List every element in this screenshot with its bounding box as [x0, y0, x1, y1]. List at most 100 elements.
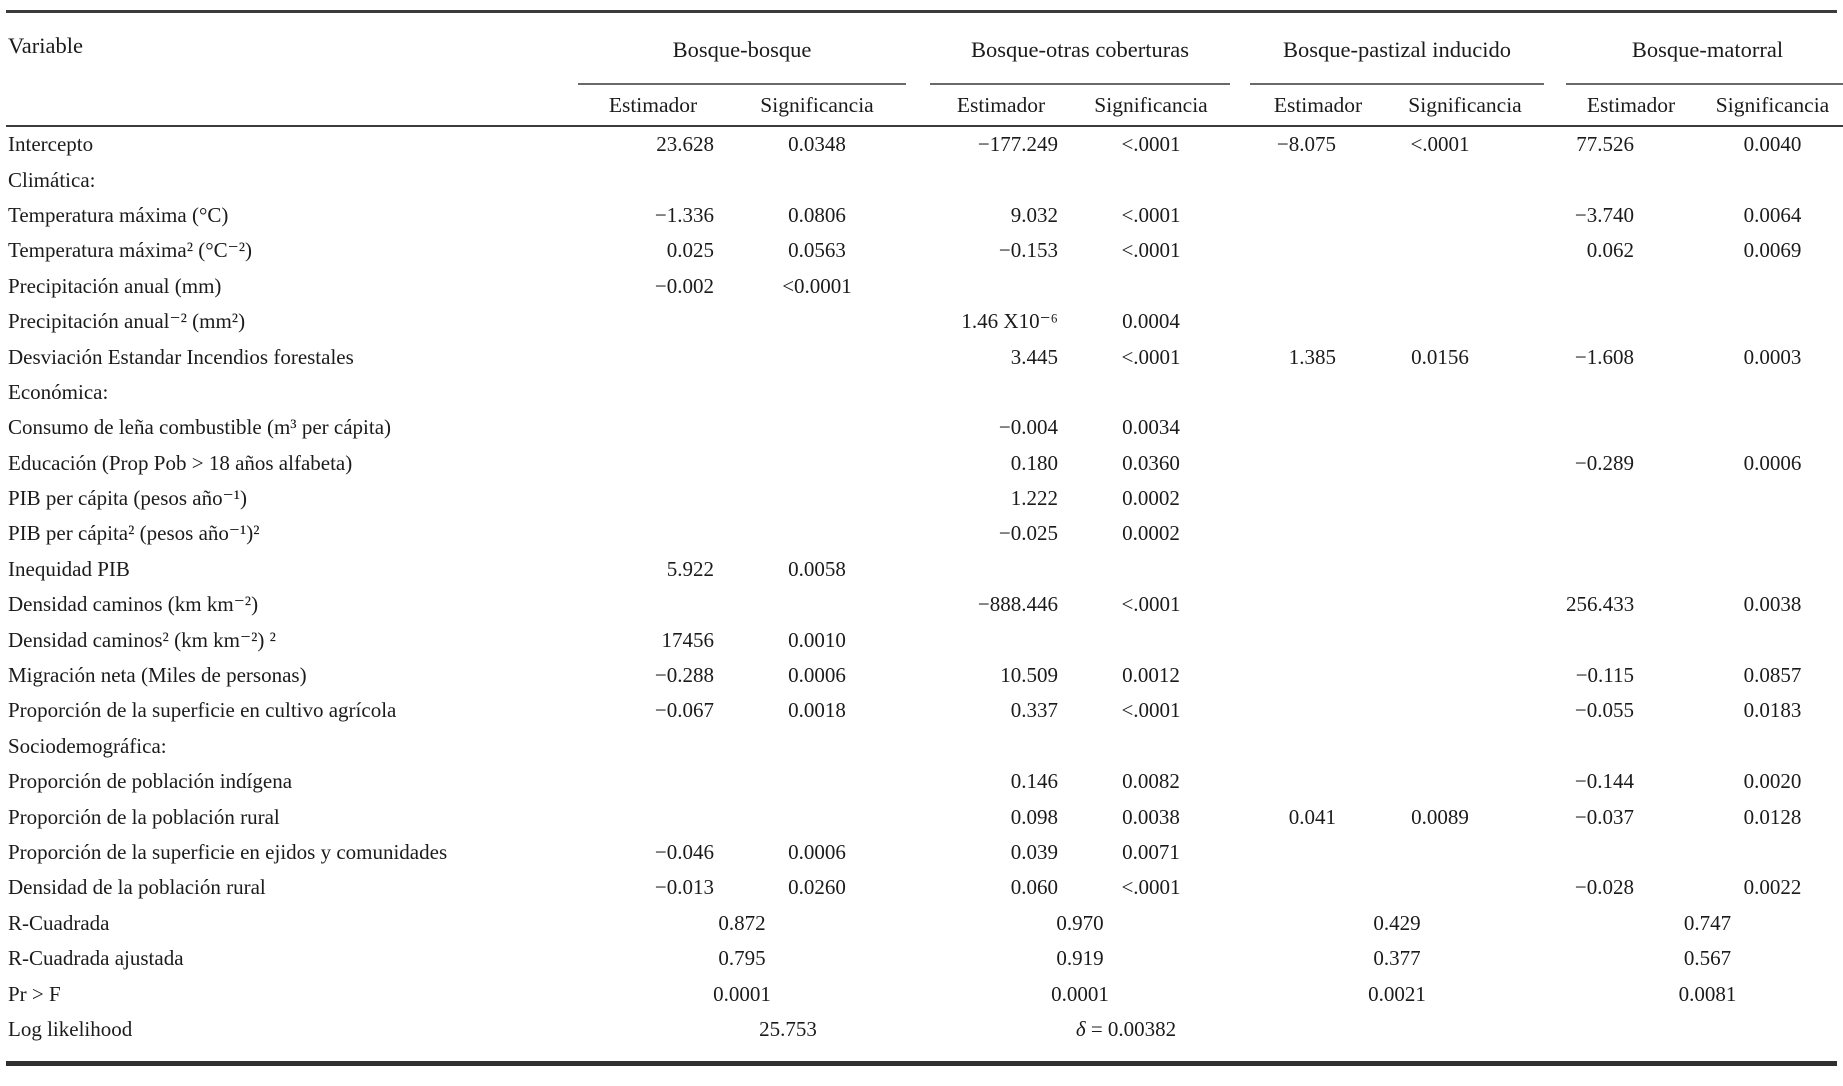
estimator-cell: [578, 162, 728, 197]
data-row: Densidad caminos² (km km⁻²) ² 17456 0.0010: [6, 622, 1843, 657]
estimator-cell: 0.060: [1010, 875, 1058, 900]
column-spacer: [906, 481, 930, 516]
summary-value-cell: 0.0001: [1051, 981, 1109, 1006]
significance-cell: [1696, 269, 1843, 304]
column-spacer: [1544, 693, 1566, 728]
group-header-bosque-matorral: Bosque-matorral: [1566, 17, 1843, 85]
column-spacer: [1544, 410, 1566, 445]
row-label: Educación (Prop Pob > 18 años alfabeta): [8, 450, 353, 475]
significance-cell: [728, 304, 906, 339]
row-label: Proporción de la superficie en cultivo a…: [8, 698, 397, 723]
significance-cell: [1386, 233, 1544, 268]
data-row: Proporción de población indígena 0.146 0.0…: [6, 764, 1843, 799]
data-row: Precipitación anual (mm) −0.002 <0.0001: [6, 269, 1843, 304]
significance-cell: [1386, 658, 1544, 693]
data-row: Consumo de leña combustible (m³ per cápi…: [6, 410, 1843, 445]
estimator-cell: [1250, 446, 1386, 481]
estimator-cell: −177.249: [977, 132, 1058, 157]
column-spacer: [1544, 198, 1566, 233]
row-label: Inequidad PIB: [8, 556, 130, 581]
significance-cell: 0.0002: [1122, 521, 1180, 546]
summary-value-cell: 0.747: [1683, 910, 1732, 935]
significance-cell: [728, 764, 906, 799]
row-label: Sociodemográfica:: [8, 733, 167, 758]
estimator-cell: −0.004: [998, 415, 1058, 440]
estimator-cell: −0.002: [654, 273, 714, 298]
estimator-cell: [930, 269, 1072, 304]
row-label: Pr > F: [8, 981, 61, 1006]
summary-row: Log likelihood 25.753 δ = 0.00382: [6, 1012, 1843, 1047]
data-row: Proporción de la población rural 0.098 0.0…: [6, 799, 1843, 834]
column-spacer: [1544, 906, 1566, 941]
estimator-cell: [1250, 764, 1386, 799]
significance-cell: [1386, 835, 1544, 870]
column-spacer: [906, 587, 930, 622]
column-spacer: [1230, 552, 1250, 587]
column-spacer: [906, 870, 930, 905]
estimator-cell: 3.445: [1010, 344, 1058, 369]
significance-cell: [1696, 162, 1843, 197]
estimator-cell: 0.098: [1010, 804, 1058, 829]
column-spacer: [1230, 162, 1250, 197]
significance-cell: [1072, 729, 1230, 764]
row-label: Migración neta (Miles de personas): [8, 663, 307, 688]
estimator-header: Estimador: [1566, 84, 1697, 127]
significance-cell: [1386, 304, 1544, 339]
column-spacer: [1544, 552, 1566, 587]
row-label: PIB per cápita² (pesos año⁻¹)²: [8, 521, 260, 546]
significance-cell: [1386, 764, 1544, 799]
estimator-cell: [1566, 269, 1696, 304]
significance-cell: <.0001: [1121, 238, 1181, 263]
column-spacer: [906, 233, 930, 268]
estimator-cell: [1250, 729, 1386, 764]
estimator-cell: [578, 339, 728, 374]
summary-value-cell: 0.0001: [713, 981, 771, 1006]
data-row: Temperatura máxima² (°C⁻²) 0.025 0.0563 −0.…: [6, 233, 1843, 268]
group-header-row: Variable Bosque-bosque Bosque-otras cobe…: [6, 17, 1843, 127]
significance-cell: 0.0020: [1743, 769, 1802, 794]
row-label: Densidad caminos (km km⁻²): [8, 592, 259, 617]
summary-value-cell: 0.919: [1056, 946, 1104, 971]
group-header-bosque-otras-coberturas: Bosque-otras coberturas: [930, 17, 1230, 85]
estimator-header: Estimador: [578, 84, 728, 127]
column-spacer: [906, 622, 930, 657]
estimator-cell: −0.115: [1575, 663, 1635, 688]
significance-cell: 0.0183: [1743, 698, 1802, 723]
column-spacer: [1230, 658, 1250, 693]
significance-cell: [1386, 162, 1544, 197]
row-label: Proporción de población indígena: [8, 769, 293, 794]
estimator-cell: [578, 375, 728, 410]
significance-cell: 0.0002: [1122, 486, 1180, 511]
column-spacer: [1230, 233, 1250, 268]
data-row: PIB per cápita² (pesos año⁻¹)² −0.025 0.00…: [6, 516, 1843, 551]
column-spacer: [906, 552, 930, 587]
data-row: Densidad de la población rural −0.013 0.02…: [6, 870, 1843, 905]
significance-cell: 0.0069: [1743, 238, 1802, 263]
estimator-cell: 9.032: [1010, 202, 1058, 227]
significance-cell: [1386, 870, 1544, 905]
summary-value-cell: [1566, 1012, 1843, 1047]
significance-cell: 0.0040: [1743, 132, 1802, 157]
significance-cell: 0.0156: [1411, 344, 1469, 369]
estimator-cell: [930, 729, 1072, 764]
estimator-cell: 10.509: [1000, 663, 1058, 688]
data-row: Temperatura máxima (°C) −1.336 0.0806 9.032…: [6, 198, 1843, 233]
significance-cell: [1386, 410, 1544, 445]
significance-cell: 0.0360: [1122, 450, 1180, 475]
estimator-cell: −0.055: [1574, 698, 1635, 723]
significance-cell: <.0001: [1121, 875, 1181, 900]
estimator-cell: −0.144: [1574, 769, 1635, 794]
column-spacer: [906, 304, 930, 339]
significance-cell: [1072, 162, 1230, 197]
significance-cell: [1386, 375, 1544, 410]
group-header-bosque-pastizal-inducido: Bosque-pastizal inducido: [1250, 17, 1545, 85]
column-spacer: [1230, 516, 1250, 551]
significance-cell: [1386, 587, 1544, 622]
estimator-cell: 0.025: [666, 238, 714, 263]
estimator-cell: −8.075: [1276, 132, 1336, 157]
estimator-cell: [578, 799, 728, 834]
summary-row: R-Cuadrada ajustada 0.795 0.919 0.377 0.567: [6, 941, 1843, 976]
estimator-cell: [1566, 304, 1696, 339]
column-spacer: [1230, 906, 1250, 941]
estimator-cell: −0.289: [1574, 450, 1635, 475]
